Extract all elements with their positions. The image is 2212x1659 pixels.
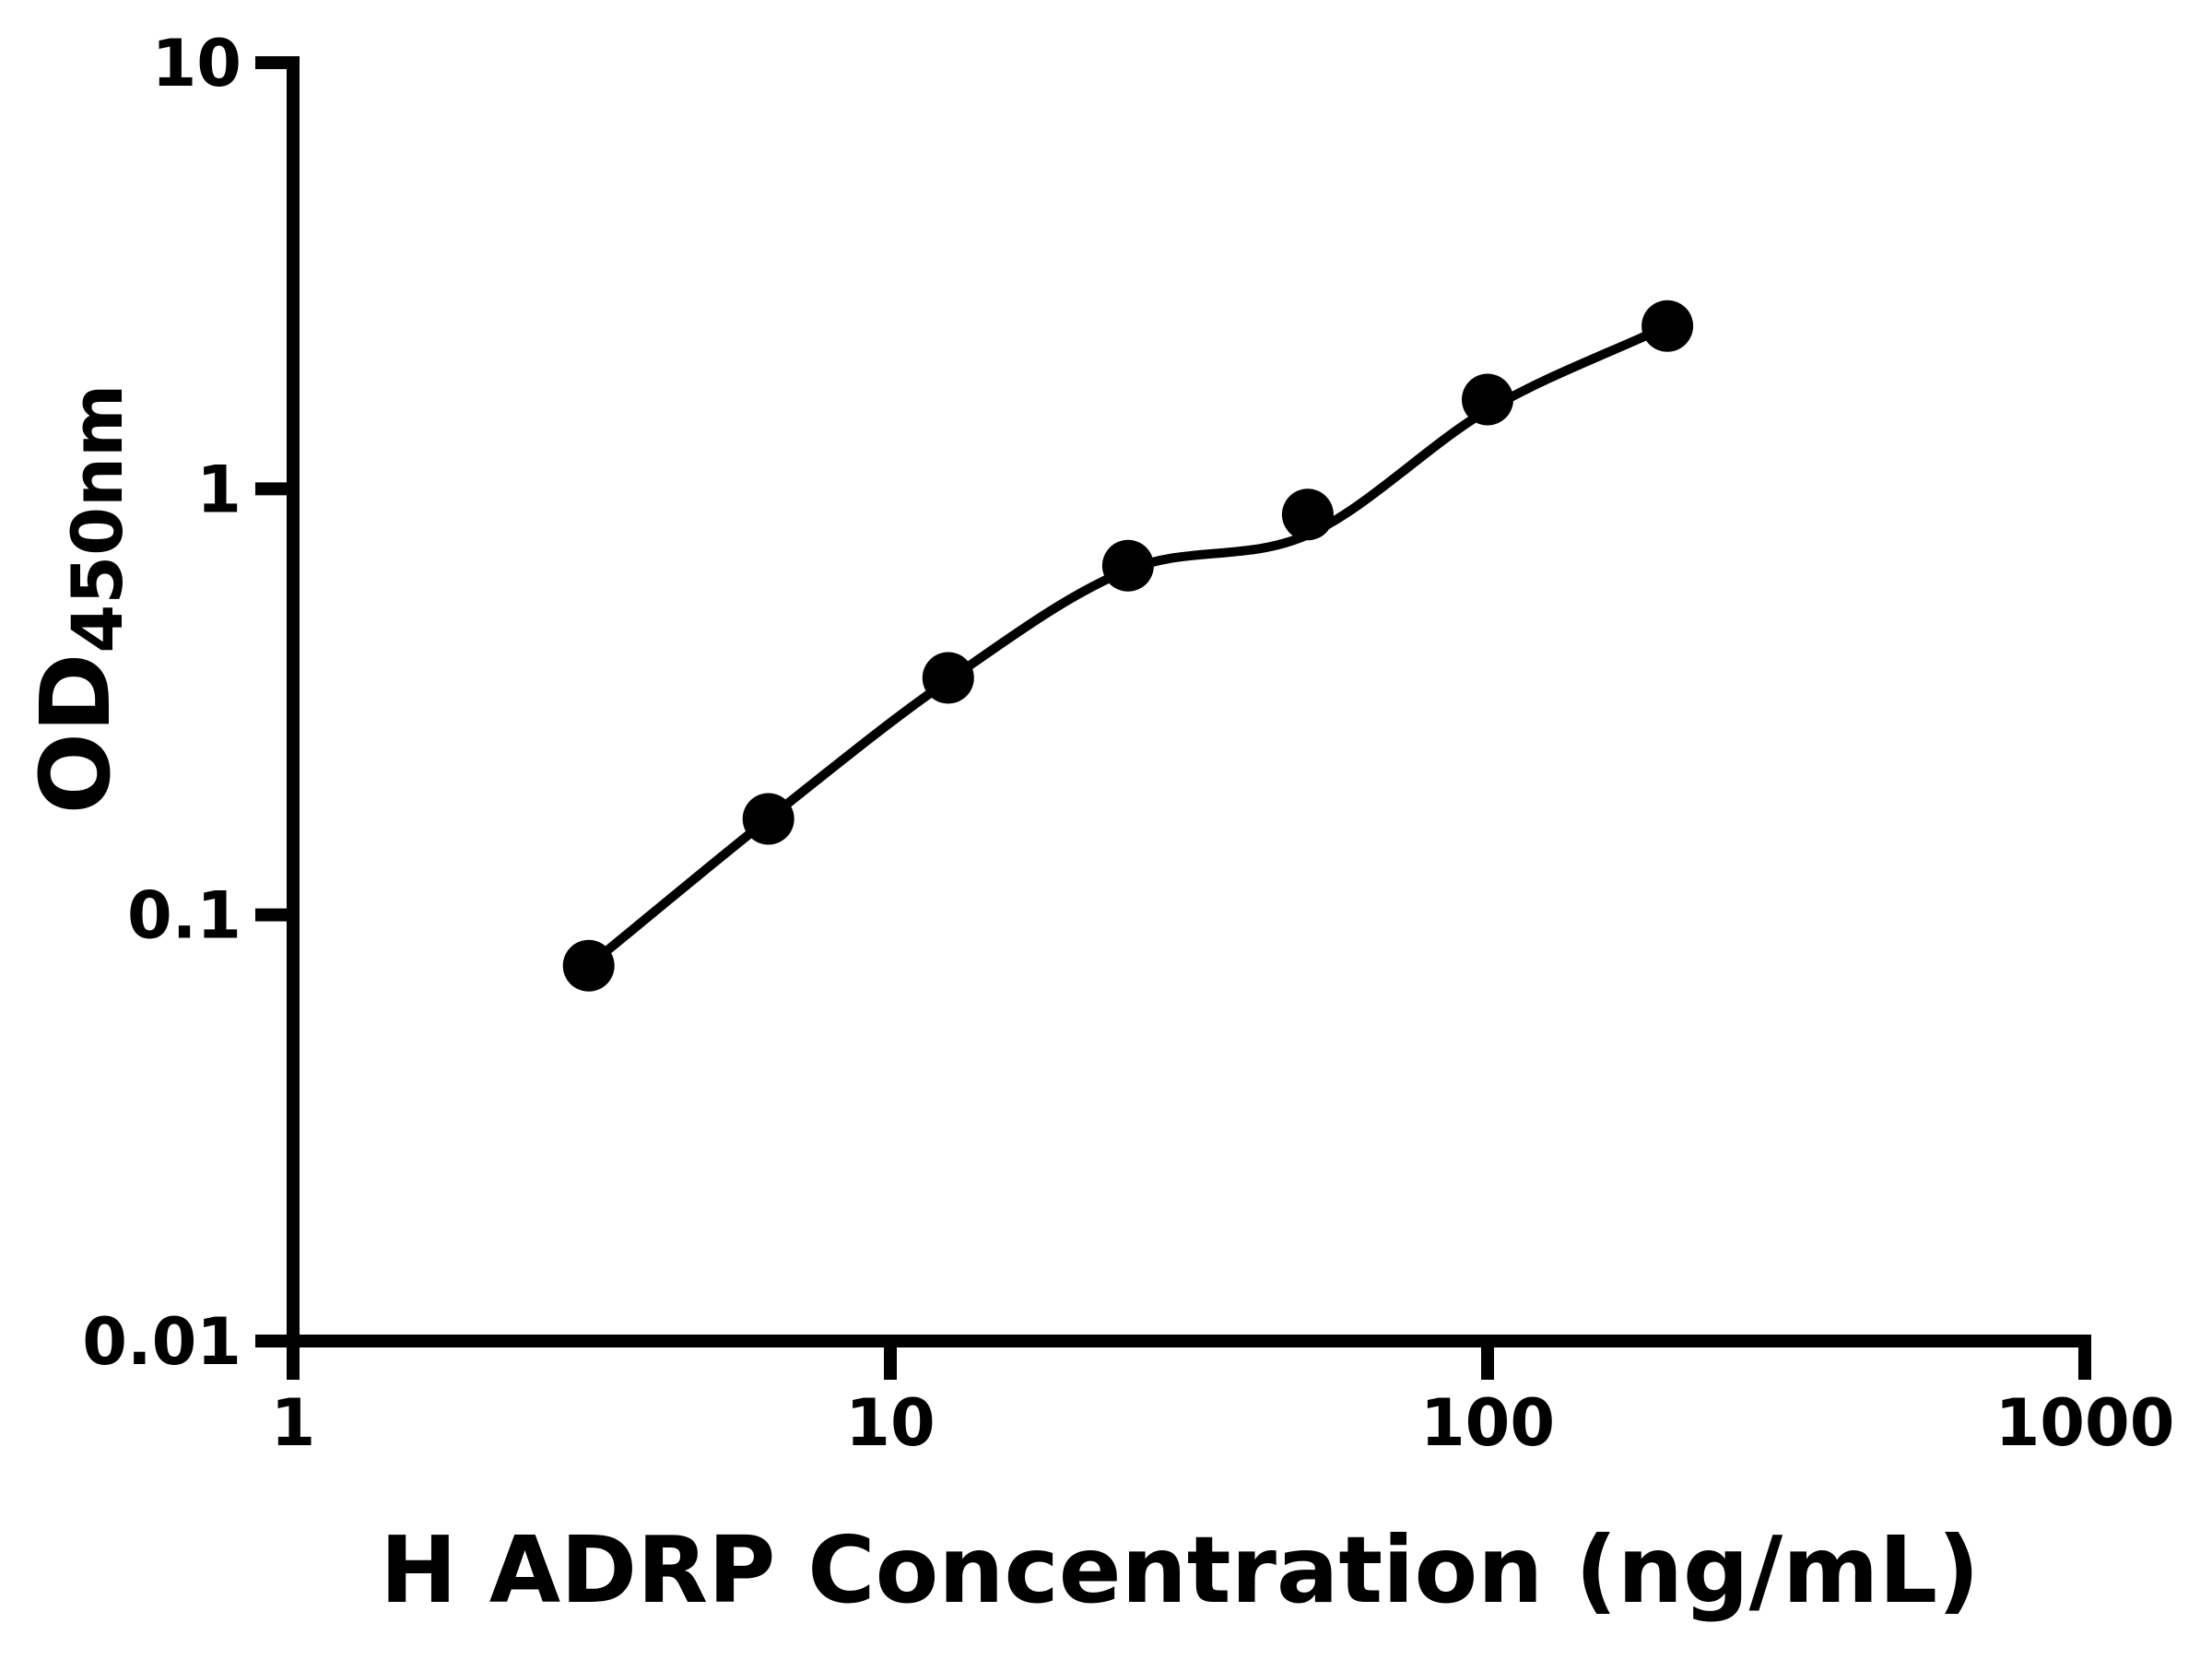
data-point-marker (1101, 539, 1154, 592)
y-tick-label-10: 10 (152, 26, 241, 101)
y-axis-title-main: OD (19, 653, 132, 815)
y-tick-label-0.01: 0.01 (82, 1304, 241, 1380)
data-points (562, 300, 1694, 992)
data-point-marker (1641, 300, 1694, 352)
data-point-marker (742, 793, 794, 845)
y-tick-label-0.1: 0.1 (127, 878, 241, 954)
y-axis (255, 56, 300, 1341)
x-tick-label-10: 10 (845, 1385, 935, 1461)
x-axis-tick-labels: 1 10 100 1000 (271, 1385, 2175, 1461)
x-tick-label-1: 1 (271, 1385, 316, 1461)
x-axis-title: H ADRP Concentration (ng/mL) (380, 1516, 1980, 1624)
x-axis-ticks (287, 1341, 2091, 1380)
data-point-marker (1281, 488, 1334, 541)
data-point-marker (922, 652, 974, 704)
x-tick-label-1000: 1000 (1995, 1385, 2175, 1461)
y-axis-tick-labels: 10 1 0.1 0.01 (82, 26, 241, 1380)
y-tick-label-1: 1 (196, 452, 241, 527)
x-tick-label-100: 100 (1420, 1385, 1555, 1461)
data-point-marker (1462, 373, 1513, 426)
y-axis-title-subscript: 450nm (56, 384, 138, 653)
fitted-curve-line (585, 322, 1670, 970)
x-axis (255, 1335, 2091, 1380)
data-point-marker (562, 939, 615, 992)
y-axis-title: OD450nm (19, 384, 138, 815)
